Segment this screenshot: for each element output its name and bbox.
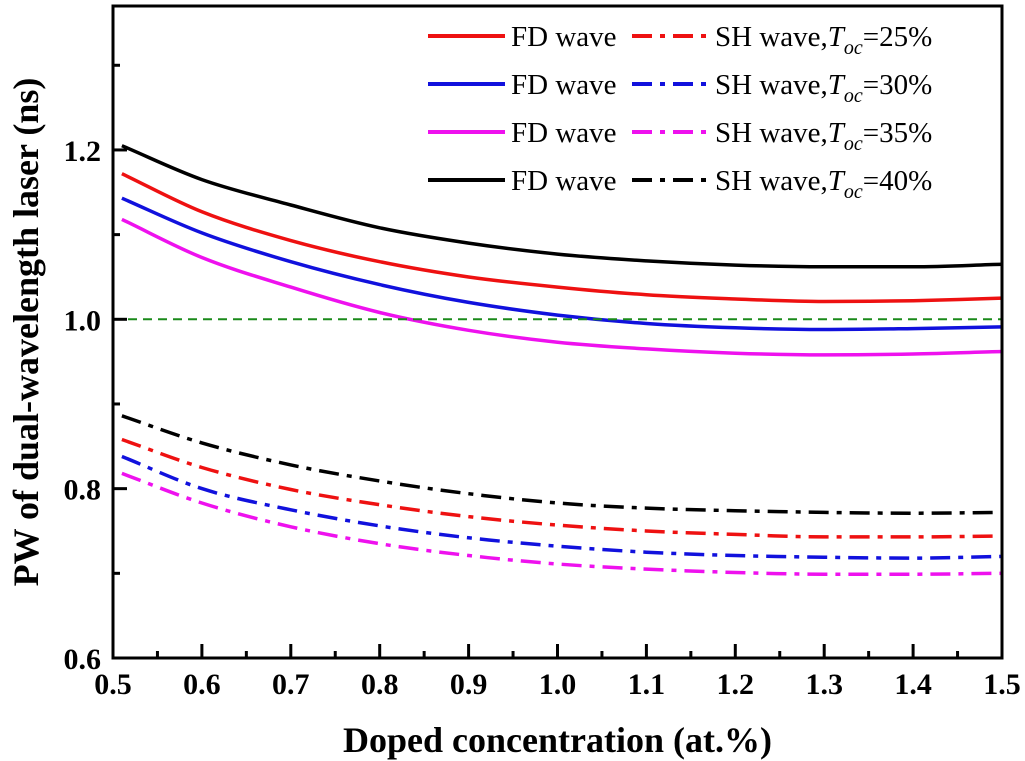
- x-tick-label: 0.8: [361, 668, 399, 701]
- plot-frame: [111, 4, 1004, 660]
- x-tick-label: 1.1: [628, 668, 666, 701]
- ticks-layer: 0.5 0.6 0.7 0.8 0.9 1.0 1.1 1.2 1.3 1.4 1.50.60.81…: [64, 63, 1021, 701]
- x-axis-title: Doped concentration (at.%): [343, 720, 772, 760]
- x-tick-label: 0.6: [183, 668, 221, 701]
- series-layer: [121, 144, 1003, 576]
- series-line-fd-toc-40: [121, 144, 1003, 269]
- legend-label-sh: SH wave,Toc=25%: [715, 21, 932, 59]
- series-line-sh-toc-40: [121, 414, 1003, 515]
- series-line-fd-toc-30: [121, 196, 1003, 332]
- legend-row: FD wave SH wave,Toc=40%: [428, 165, 932, 203]
- y-tick-label: 0.6: [64, 643, 102, 676]
- y-axis-title: PW of dual-wavelength laser (ns): [6, 78, 46, 587]
- y-tick-label: 0.8: [64, 474, 102, 507]
- legend-label-fd: FD wave: [511, 117, 617, 149]
- legend: FD wave SH wave,Toc=25% FD wave SH wave,Toc…: [428, 21, 932, 203]
- legend-row: FD wave SH wave,Toc=25%: [428, 21, 932, 59]
- y-tick-label: 1.2: [64, 135, 102, 168]
- legend-label-sh: SH wave,Toc=35%: [715, 117, 932, 155]
- x-tick-label: 1.4: [894, 668, 932, 701]
- series-line-fd-toc-25: [121, 172, 1003, 304]
- legend-label-fd: FD wave: [511, 21, 617, 53]
- legend-label-fd: FD wave: [511, 69, 617, 101]
- series-line-fd-toc-35: [121, 217, 1003, 357]
- legend-label-sh: SH wave,Toc=30%: [715, 69, 932, 107]
- y-tick-label: 1.0: [64, 304, 102, 337]
- series-line-sh-toc-35: [121, 471, 1003, 576]
- x-tick-label: 1.3: [805, 668, 843, 701]
- legend-row: FD wave SH wave,Toc=35%: [428, 117, 932, 155]
- x-tick-label: 1.0: [539, 668, 577, 701]
- x-tick-label: 1.2: [717, 668, 755, 701]
- legend-label-fd: FD wave: [511, 165, 617, 197]
- x-tick-label: 0.5: [94, 668, 132, 701]
- legend-label-sh: SH wave,Toc=40%: [715, 165, 932, 203]
- x-tick-label: 0.9: [450, 668, 488, 701]
- x-tick-label: 0.7: [272, 668, 310, 701]
- x-tick-label: 1.5: [983, 668, 1021, 701]
- series-line-sh-toc-25: [121, 437, 1003, 539]
- series-line-sh-toc-30: [121, 454, 1003, 560]
- legend-row: FD wave SH wave,Toc=30%: [428, 69, 932, 107]
